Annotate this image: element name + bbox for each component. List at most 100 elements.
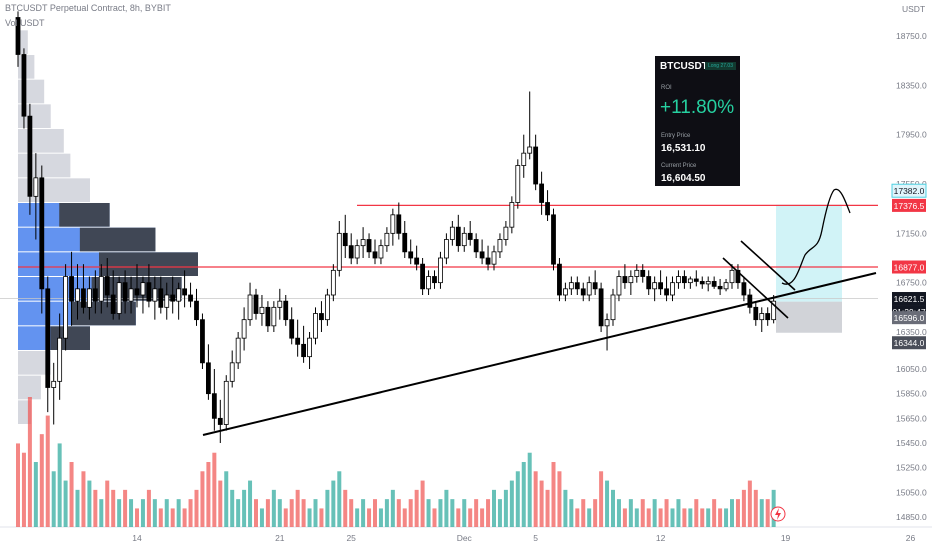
candle (92, 288, 98, 302)
volume-bar (611, 489, 615, 527)
candle (128, 288, 134, 302)
volume-bar (414, 489, 419, 527)
price-tag-last-price: 16621.5 (892, 292, 926, 306)
price-tick-label: 18350.0 (896, 80, 927, 90)
volume-bar (21, 452, 26, 527)
price-tick-label: 17150.0 (896, 228, 927, 238)
price-tag-bg (892, 311, 926, 325)
candle (580, 288, 586, 296)
roi-value: +11.80% (660, 97, 735, 118)
volume-bar (575, 508, 580, 527)
volume-bar (337, 471, 342, 527)
volume-bar (259, 508, 264, 527)
currency-label: USDT (902, 4, 925, 14)
volume-bar (87, 480, 92, 527)
candle (455, 226, 461, 247)
price-tick-label: 18750.0 (896, 31, 927, 41)
volume-bar (194, 489, 199, 527)
candle (467, 232, 473, 240)
volume-bar (527, 452, 532, 527)
volume-bar (706, 508, 711, 527)
candle (75, 288, 80, 302)
volume-bar (587, 508, 592, 527)
candle (563, 288, 568, 296)
candle (21, 54, 27, 117)
volume-bar (45, 415, 50, 527)
volume-bar (367, 508, 372, 527)
volume-label: Vol USDT (5, 18, 45, 28)
volume-bar (301, 499, 306, 527)
volume-bar (16, 443, 20, 527)
volume-bar (117, 499, 122, 527)
candle (396, 214, 402, 234)
volume-profile-bar (18, 375, 41, 400)
projection-path (781, 188, 851, 285)
volume-bar (265, 499, 270, 527)
volume-bar (176, 499, 181, 527)
volume-bar (105, 480, 110, 527)
volume-bar (420, 480, 425, 527)
candle (670, 282, 675, 296)
candle (485, 257, 491, 265)
volume-bar (242, 489, 247, 527)
lightning-icon (775, 508, 781, 520)
volume-bar (730, 499, 734, 527)
volume-bar (658, 508, 663, 527)
volume-bar (152, 499, 157, 527)
candle (390, 214, 396, 234)
candle (146, 282, 152, 302)
candle (158, 288, 164, 308)
candle (301, 343, 307, 358)
candle (51, 380, 57, 388)
date-tick-label: 14 (132, 533, 142, 543)
volume-bar (51, 471, 56, 527)
price-tick-label: 15450.0 (896, 438, 927, 448)
volume-bar (69, 462, 74, 527)
date-tick-label: 26 (906, 533, 916, 543)
price-tag-label: 17382.0 (894, 186, 925, 196)
volume-bar (343, 489, 348, 527)
candle (699, 281, 705, 285)
volume-bar (182, 508, 187, 527)
price-tag-label: 16344.0 (894, 338, 925, 348)
candle (265, 306, 271, 327)
volume-profile-bar (18, 351, 51, 375)
volume-profile-bar (18, 129, 64, 153)
price-tick-label: 15650.0 (896, 413, 927, 423)
volume-bar (718, 508, 723, 527)
candle (152, 288, 158, 302)
candle (449, 226, 455, 240)
candle (622, 276, 628, 284)
volume-bar (355, 508, 360, 527)
volume-bar (581, 499, 586, 527)
candle (15, 17, 21, 55)
volume-bar (462, 499, 467, 527)
volume-bar (474, 499, 479, 527)
volume-bar (373, 499, 377, 527)
candle (646, 276, 652, 290)
candle (664, 288, 669, 296)
candle (479, 251, 485, 259)
candle (568, 282, 574, 290)
volume-bar (123, 489, 128, 527)
volume-bar (521, 462, 526, 527)
volume-bar (390, 489, 395, 527)
candle (164, 294, 170, 308)
volume-bar (63, 480, 68, 527)
volume-profile-bar (18, 30, 28, 54)
candle (432, 276, 437, 284)
candle (747, 294, 753, 308)
date-tick-label: 25 (346, 533, 356, 543)
current-price-value: 16,604.50 (661, 173, 706, 184)
candle (122, 282, 128, 302)
volume-bar (111, 489, 116, 527)
volume-bar (515, 471, 520, 527)
candle (27, 115, 33, 197)
volume-bar (81, 471, 86, 527)
candle (170, 294, 176, 302)
volume-bar (283, 508, 288, 527)
volume-bar (325, 489, 330, 527)
candle (771, 300, 777, 321)
volume-bar (503, 489, 508, 527)
